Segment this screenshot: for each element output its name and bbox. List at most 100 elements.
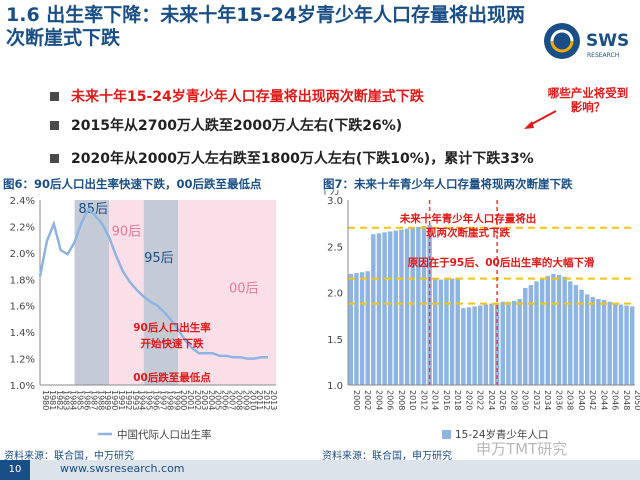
- bar: [399, 229, 404, 385]
- x-tick-label: 2020: [464, 390, 473, 410]
- chart-annotation: 90后人口出生率: [133, 321, 211, 334]
- callout-arrow-icon: [524, 110, 557, 129]
- figure-7-title: 图7：未来十年青少年人口存量将现两次断崖下跌: [323, 177, 573, 191]
- x-tick-label: 2012: [262, 390, 271, 410]
- callout-text: 哪些产业将受到影响？: [547, 86, 629, 114]
- x-tick-label: 2005: [214, 390, 223, 410]
- bar: [427, 224, 432, 385]
- chart-annotation: 原因在于95后、00后出生率的大幅下滑: [408, 256, 595, 269]
- x-tick-label: 2004: [374, 390, 383, 410]
- bar: [534, 281, 539, 385]
- x-tick-label: 2000: [179, 390, 188, 410]
- bar: [365, 271, 370, 385]
- x-tick-label: 1984: [69, 390, 78, 410]
- x-tick-label: 2032: [532, 390, 541, 410]
- x-tick-label: 1987: [89, 390, 98, 410]
- bar: [466, 307, 472, 385]
- bar: [483, 304, 489, 385]
- era-band-label: 00后: [229, 282, 259, 297]
- x-tick-label: 1992: [124, 390, 133, 410]
- bullet-square-icon: [50, 120, 59, 130]
- bar: [416, 226, 421, 385]
- x-tick-label: 2014: [431, 390, 440, 410]
- bullet-square-icon: [50, 153, 59, 163]
- bar: [489, 303, 494, 385]
- bar: [376, 233, 382, 385]
- bar: [618, 304, 624, 385]
- bar: [556, 274, 562, 385]
- bullet-text: 2020年从2000万人左右跌至1800万人左右(下跌10%)，累计下跌33%: [71, 151, 534, 167]
- legend-label: 中国代际人口出生率: [117, 428, 212, 441]
- figure-6-title: 图6：90后人口出生率快速下跌，00后跌至最低点: [3, 177, 262, 191]
- x-tick-label: 2006: [221, 390, 230, 410]
- bar: [506, 301, 511, 385]
- bar: [607, 301, 612, 385]
- x-tick-label: 2030: [521, 390, 530, 410]
- bar: [348, 274, 354, 385]
- x-tick-label: 2040: [577, 390, 586, 410]
- x-tick-label: 2002: [193, 390, 202, 410]
- legend-label: 15-24岁青少年人口: [455, 428, 549, 441]
- bar: [444, 279, 449, 385]
- x-tick-label: 2008: [234, 390, 243, 410]
- unit-label: 千万: [320, 190, 340, 197]
- y-tick-label: 2.0%: [10, 249, 35, 260]
- era-band: [143, 200, 179, 385]
- x-tick-label: 2009: [241, 390, 250, 410]
- bar: [613, 303, 618, 385]
- legend-swatch: [442, 430, 451, 439]
- x-tick-label: 2004: [207, 390, 216, 410]
- bar: [393, 230, 399, 385]
- x-tick-label: 1993: [131, 390, 140, 410]
- bar: [404, 228, 410, 385]
- x-tick-label: 1985: [76, 390, 85, 410]
- bar: [359, 272, 365, 385]
- x-tick-label: 2022: [476, 390, 485, 410]
- bar: [472, 306, 477, 385]
- x-tick-label: 2007: [228, 390, 237, 410]
- figure-6-source: 资料来源：联合国，中万研究: [4, 451, 134, 462]
- bar: [433, 278, 438, 385]
- y-tick-label: 1.6%: [10, 302, 35, 313]
- x-tick-label: 2048: [622, 390, 631, 410]
- x-tick-label: 2034: [543, 390, 552, 410]
- x-tick-label: 2003: [200, 390, 209, 410]
- x-tick-label: 2050: [633, 390, 640, 410]
- x-tick-label: 1997: [158, 390, 167, 410]
- y-tick-label: 2.4%: [10, 196, 35, 207]
- x-tick-label: 1986: [82, 390, 91, 410]
- x-tick-label: 2046: [611, 390, 620, 410]
- y-tick-label: 1.2%: [10, 355, 35, 366]
- page-number: 10: [0, 460, 30, 480]
- x-tick-label: 2008: [397, 390, 406, 410]
- bar: [455, 277, 460, 385]
- chart-annotation: 00后跌至最低点: [133, 371, 211, 384]
- y-tick-label: 2.5: [327, 242, 343, 253]
- bar: [528, 285, 534, 385]
- slide-title: 1.6 出生率下降：未来十年15-24岁青少年人口存量将出现两次断崖式下跌: [6, 4, 526, 49]
- bar: [568, 281, 573, 385]
- y-tick-label: 1.0: [327, 381, 343, 392]
- sws-logo: SWS RESEARCH: [544, 23, 629, 59]
- bar: [354, 273, 359, 385]
- bar: [590, 297, 596, 385]
- x-tick-label: 1995: [145, 390, 154, 410]
- bar: [421, 225, 427, 385]
- x-tick-label: 1988: [96, 390, 105, 410]
- x-tick-label: 1989: [103, 390, 112, 410]
- y-tick-label: 1.5: [327, 335, 343, 346]
- x-tick-label: 2010: [248, 390, 257, 410]
- bar: [387, 231, 393, 385]
- bar: [601, 299, 607, 385]
- birth-rate-chart: 85后90后95后00后1.0%1.2%1.4%1.6%1.8%2.0%2.2%…: [10, 196, 278, 441]
- chart-annotation: 现两次断崖式下跌: [426, 226, 510, 239]
- y-tick-label: 1.0%: [10, 381, 35, 392]
- bullet-item: 2020年从2000万人左右跌至1800万人左右(下跌10%)，累计下跌33%: [50, 147, 534, 169]
- bar: [461, 308, 466, 385]
- figure-7-source: 资料来源：联合国，申万研究: [322, 451, 452, 462]
- x-tick-label: 1983: [62, 390, 71, 410]
- era-band: [74, 200, 110, 385]
- x-tick-label: 1999: [172, 390, 181, 410]
- x-tick-label: 2018: [453, 390, 462, 410]
